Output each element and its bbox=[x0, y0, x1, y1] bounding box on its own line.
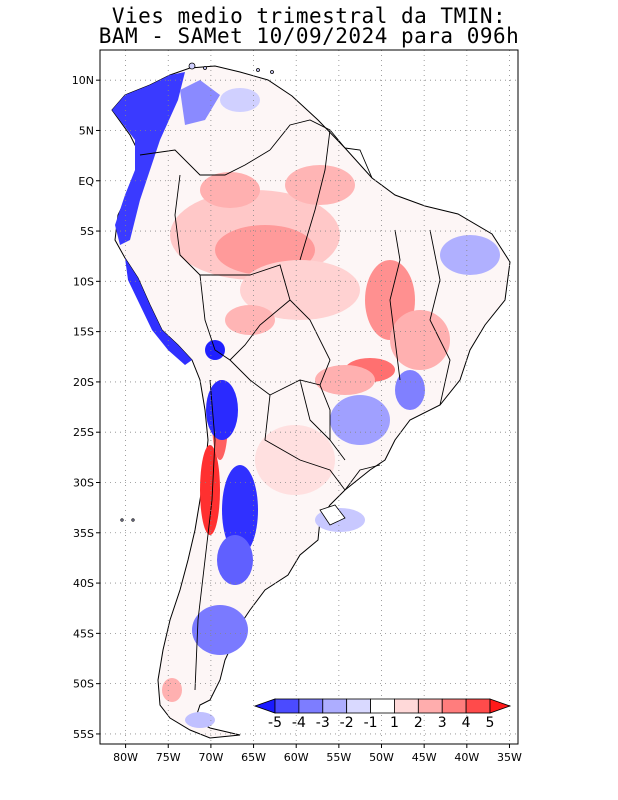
colorbar-label: -4 bbox=[292, 715, 306, 731]
y-tick-label: 5S bbox=[80, 225, 94, 238]
colorbar: -5 -4 -3 -2 -1 1 2 3 4 5 bbox=[253, 698, 512, 731]
x-tick-label: 70W bbox=[198, 751, 223, 764]
y-tick-label: 10S bbox=[73, 275, 94, 288]
colorbar-label: -5 bbox=[268, 715, 282, 731]
colorbar-label: 2 bbox=[414, 715, 423, 731]
y-tick-label: 25S bbox=[73, 426, 94, 439]
colorbar-lower-arrow bbox=[253, 698, 276, 714]
y-tick-label: 30S bbox=[73, 476, 94, 489]
bias-field bbox=[111, 62, 511, 739]
colorbar-label: -2 bbox=[340, 715, 354, 731]
x-tick-label: 80W bbox=[113, 751, 138, 764]
colorbar-segment bbox=[465, 698, 491, 714]
colorbar-label: -3 bbox=[316, 715, 330, 731]
x-tick-label: 65W bbox=[241, 751, 266, 764]
x-tick-label: 45W bbox=[412, 751, 437, 764]
y-tick-label: 35S bbox=[73, 527, 94, 540]
colorbar-label: 5 bbox=[486, 715, 495, 731]
y-tick-label: 50S bbox=[73, 678, 94, 691]
colorbar-label: 4 bbox=[462, 715, 471, 731]
colorbar-segment bbox=[346, 698, 371, 714]
x-tick-label: 60W bbox=[284, 751, 309, 764]
x-tick-label: 75W bbox=[156, 751, 181, 764]
colorbar-segment bbox=[441, 698, 467, 714]
colorbar-label: 1 bbox=[390, 715, 399, 731]
y-tick-labels: 10N 5N EQ 5S 10S 15S 20S 25S 30S 35S 40S 45S 50S 55S bbox=[72, 74, 100, 741]
colorbar-segment bbox=[370, 698, 395, 714]
x-tick-label: 40W bbox=[454, 751, 479, 764]
colorbar-segment bbox=[322, 698, 348, 714]
y-tick-label: 5N bbox=[79, 124, 94, 137]
y-tick-label: 55S bbox=[73, 728, 94, 741]
map-title-line-2: BAM - SAMet 10/09/2024 para 096h bbox=[98, 24, 520, 48]
y-tick-label: 40S bbox=[73, 577, 94, 590]
y-tick-label: 10N bbox=[72, 74, 94, 87]
country-borders bbox=[139, 119, 451, 691]
y-tick-label: EQ bbox=[78, 175, 94, 188]
x-tick-label: 55W bbox=[326, 751, 351, 764]
x-tick-label: 50W bbox=[369, 751, 394, 764]
colorbar-segment bbox=[394, 698, 419, 714]
y-tick-label: 15S bbox=[73, 326, 94, 339]
colorbar-segment bbox=[274, 698, 300, 714]
y-tick-label: 45S bbox=[73, 627, 94, 640]
colorbar-upper-arrow bbox=[489, 698, 512, 714]
colorbar-segment bbox=[417, 698, 443, 714]
gridlines bbox=[100, 50, 518, 744]
map-frame bbox=[99, 49, 519, 745]
colorbar-label: 3 bbox=[438, 715, 447, 731]
colorbar-segment bbox=[298, 698, 324, 714]
map-title-line-1: Vies medio trimestral da TMIN: bbox=[111, 4, 507, 28]
y-tick-label: 20S bbox=[73, 376, 94, 389]
colorbar-label: -1 bbox=[364, 715, 378, 731]
x-tick-label: 35W bbox=[497, 751, 522, 764]
x-tick-labels: 80W 75W 70W 65W 60W 55W 50W 45W 40W 35W bbox=[113, 744, 522, 764]
